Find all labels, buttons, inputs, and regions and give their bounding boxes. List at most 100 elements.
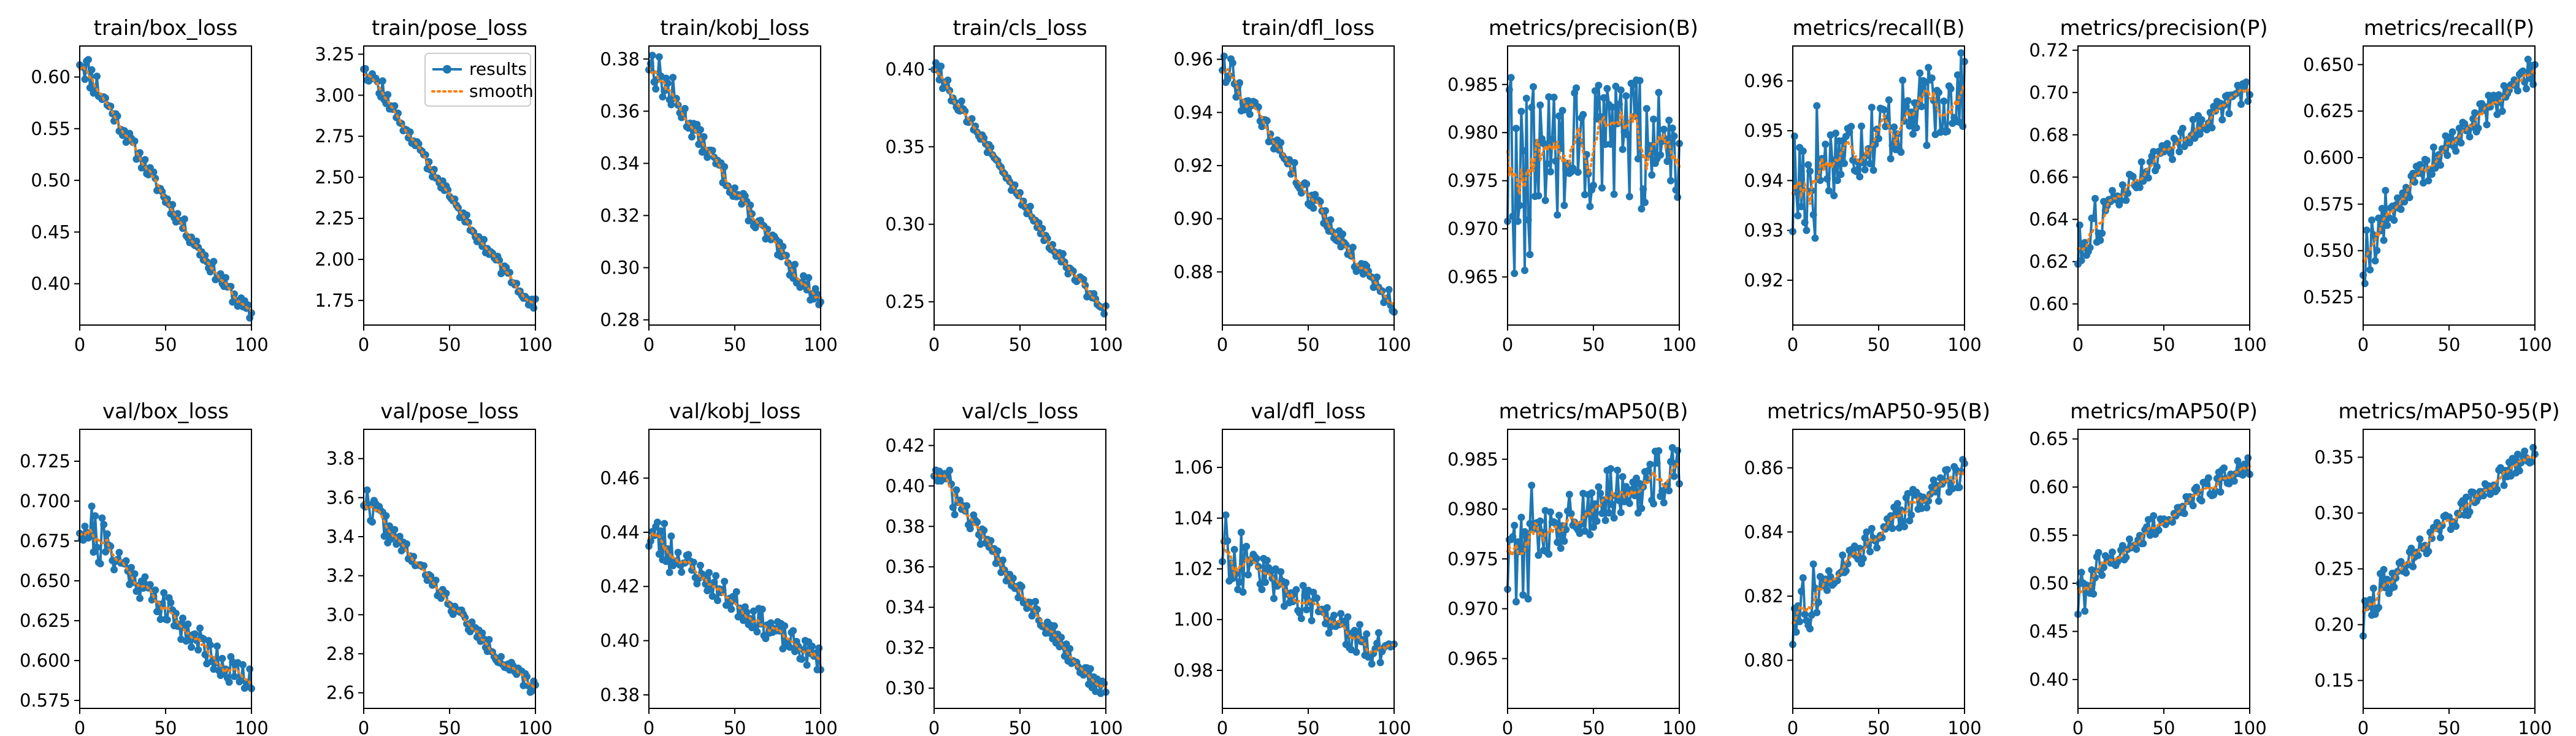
results-point [1303, 605, 1311, 613]
x-tick-label: 50 [439, 334, 461, 355]
results-point [1852, 167, 1860, 175]
results-point [1902, 102, 1910, 110]
results-point [480, 236, 488, 243]
results-point [2137, 158, 2145, 166]
x-tick-label: 0 [1502, 718, 1513, 736]
results-point [2528, 458, 2536, 466]
y-tick-label: 0.35 [2314, 447, 2354, 468]
x-tick-label: 0 [2072, 334, 2083, 355]
results-point [1643, 105, 1650, 113]
results-point [196, 624, 204, 632]
results-point [2118, 181, 2126, 189]
results-point [1263, 117, 1271, 125]
results-point [1906, 122, 1914, 130]
results-point [2457, 139, 2465, 147]
results-point [1918, 102, 1925, 110]
y-tick-label: 2.50 [315, 167, 355, 188]
smooth-line [2077, 87, 2251, 251]
y-tick-label: 3.4 [326, 526, 355, 547]
results-point [1547, 168, 1554, 176]
results-point [2088, 566, 2096, 574]
subplot-metrics-precision-p-: metrics/precision(P) 0.60 0.62 0.64 0.66 0.68… [2029, 16, 2267, 355]
results-point [1858, 122, 1865, 130]
smooth-line [1792, 469, 1966, 624]
x-tick-label: 50 [1297, 334, 1320, 355]
smooth-line [2362, 67, 2536, 266]
results-point [1947, 85, 1955, 93]
results-point [767, 619, 775, 627]
results-point [239, 661, 247, 669]
results-point [86, 84, 94, 92]
results-point [1521, 266, 1528, 274]
results-point [363, 486, 371, 494]
x-tick-label: 50 [1582, 718, 1605, 736]
results-point [1511, 269, 1519, 277]
results-point [179, 614, 186, 622]
results-point [194, 646, 202, 654]
y-tick-label: 0.975 [1447, 548, 1498, 569]
x-tick-label: 50 [1868, 718, 1890, 736]
x-tick-label: 50 [2438, 718, 2461, 736]
y-tick-label: 0.36 [885, 556, 925, 577]
x-tick-label: 100 [2518, 334, 2551, 355]
results-point [1807, 186, 1815, 194]
results-point [2244, 98, 2252, 105]
results-point [513, 280, 521, 288]
results-point [1610, 190, 1618, 198]
results-point [2390, 216, 2398, 224]
y-tick-label: 0.38 [885, 516, 925, 537]
results-point [655, 550, 663, 558]
results-point [1016, 189, 1024, 197]
results-point [1799, 147, 1807, 155]
results-point [2090, 590, 2098, 598]
results-point [681, 104, 689, 112]
axes-frame [933, 45, 1106, 326]
results-point [2405, 194, 2413, 202]
y-tick-label: 2.6 [326, 683, 355, 703]
results-point [1270, 594, 1278, 602]
results-point [714, 596, 721, 604]
results-point [1522, 94, 1530, 102]
results-point [1859, 554, 1867, 562]
x-tick-label: 100 [1089, 718, 1122, 736]
results-point [949, 504, 957, 512]
results-point [779, 242, 787, 250]
y-tick-label: 0.40 [31, 274, 71, 294]
x-tick-label: 100 [1377, 718, 1411, 736]
results-point [1526, 251, 1534, 259]
results-point [2136, 183, 2144, 191]
x-tick-label: 50 [155, 334, 177, 355]
results-point [786, 643, 794, 651]
results-point [1554, 211, 1562, 219]
results-point [85, 56, 92, 64]
smooth-line [933, 473, 1107, 689]
y-tick-label: 0.525 [2303, 287, 2354, 308]
smooth-line [79, 526, 253, 685]
results-point [1224, 537, 1232, 545]
results-point [963, 502, 971, 510]
axes-frame [363, 45, 536, 326]
x-tick-label: 0 [1217, 718, 1228, 736]
results-point [1547, 508, 1554, 516]
y-tick-label: 0.60 [31, 67, 71, 88]
results-point [1839, 551, 1847, 559]
results-point [674, 548, 682, 556]
results-point [1639, 185, 1647, 193]
results-point [102, 548, 109, 556]
results-point [667, 101, 675, 109]
results-point [980, 134, 988, 142]
results-point [1607, 465, 1614, 473]
results-point [1363, 630, 1371, 638]
results-point [1528, 481, 1536, 489]
results-point [2144, 174, 2152, 182]
results-point [1882, 123, 1890, 131]
results-point [2397, 205, 2405, 213]
results-point [1796, 618, 1804, 626]
y-tick-label: 3.8 [326, 448, 355, 469]
results-point [2463, 493, 2470, 501]
y-tick-label: 2.8 [326, 643, 355, 664]
x-tick-label: 0 [929, 334, 940, 355]
results-point [1672, 186, 1680, 194]
results-point [2452, 147, 2460, 155]
results-point [1373, 273, 1381, 281]
